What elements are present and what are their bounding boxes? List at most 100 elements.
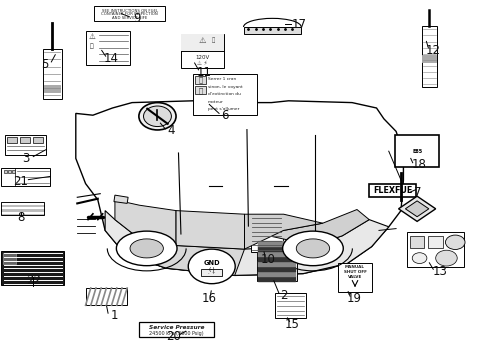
FancyBboxPatch shape	[368, 184, 415, 197]
FancyBboxPatch shape	[43, 49, 61, 99]
Text: ⚠: ⚠	[198, 36, 206, 45]
Text: SHUT OFF: SHUT OFF	[343, 270, 366, 274]
Circle shape	[188, 249, 235, 284]
Text: Serrer 1 cran: Serrer 1 cran	[207, 77, 236, 81]
Text: 2: 2	[279, 289, 287, 302]
Circle shape	[139, 103, 176, 130]
FancyBboxPatch shape	[256, 241, 296, 281]
Text: sinon, le voyant: sinon, le voyant	[207, 85, 242, 89]
Polygon shape	[405, 201, 428, 217]
FancyBboxPatch shape	[3, 253, 16, 264]
Text: 8: 8	[17, 211, 24, 224]
Text: 1: 1	[110, 309, 118, 322]
Text: ⚠: ⚠	[88, 32, 95, 41]
Text: peut s'allumer: peut s'allumer	[207, 107, 239, 112]
FancyBboxPatch shape	[44, 85, 60, 92]
Text: Service Pressure: Service Pressure	[148, 324, 204, 329]
Circle shape	[143, 106, 171, 127]
Ellipse shape	[130, 239, 163, 258]
FancyBboxPatch shape	[181, 34, 224, 51]
Text: 20: 20	[166, 330, 181, 343]
Text: 120V: 120V	[195, 55, 209, 60]
Text: 3: 3	[21, 152, 29, 165]
FancyBboxPatch shape	[20, 137, 30, 143]
FancyBboxPatch shape	[1, 251, 64, 285]
FancyBboxPatch shape	[338, 263, 371, 292]
FancyBboxPatch shape	[394, 135, 438, 167]
Polygon shape	[244, 210, 368, 246]
FancyBboxPatch shape	[7, 137, 17, 143]
Polygon shape	[105, 211, 388, 275]
FancyBboxPatch shape	[201, 269, 222, 276]
Text: 22: 22	[26, 274, 41, 287]
Text: GND: GND	[203, 260, 220, 266]
FancyBboxPatch shape	[33, 137, 42, 143]
Text: 12: 12	[425, 44, 439, 57]
Text: 10: 10	[260, 253, 275, 266]
Text: 19: 19	[346, 292, 361, 305]
Text: ⚠ ⚡: ⚠ ⚡	[197, 61, 207, 66]
FancyBboxPatch shape	[195, 86, 205, 94]
FancyBboxPatch shape	[4, 170, 7, 173]
FancyBboxPatch shape	[181, 34, 224, 68]
Text: E85: E85	[411, 149, 421, 154]
FancyBboxPatch shape	[94, 6, 165, 21]
FancyBboxPatch shape	[8, 170, 11, 173]
FancyBboxPatch shape	[275, 293, 305, 318]
FancyBboxPatch shape	[195, 76, 205, 84]
Text: d'extinction du: d'extinction du	[207, 92, 240, 96]
FancyBboxPatch shape	[1, 168, 50, 186]
Text: 🔒: 🔒	[90, 43, 94, 49]
FancyBboxPatch shape	[85, 288, 127, 305]
FancyBboxPatch shape	[85, 31, 129, 65]
Polygon shape	[124, 237, 244, 275]
Circle shape	[445, 235, 464, 249]
Polygon shape	[114, 195, 128, 203]
FancyBboxPatch shape	[1, 202, 44, 215]
Text: 9: 9	[133, 12, 141, 24]
Polygon shape	[244, 214, 322, 249]
Text: 5: 5	[41, 58, 49, 71]
Text: CONTAINER FOR INSPECTION: CONTAINER FOR INSPECTION	[101, 12, 158, 17]
FancyBboxPatch shape	[427, 236, 442, 248]
FancyBboxPatch shape	[422, 55, 435, 62]
Circle shape	[435, 250, 456, 266]
FancyBboxPatch shape	[421, 26, 436, 87]
Text: MANUAL: MANUAL	[345, 265, 364, 269]
Text: 14: 14	[104, 52, 119, 65]
Text: SEE INSTRUCTIONS ON FUEL: SEE INSTRUCTIONS ON FUEL	[102, 9, 158, 13]
Text: 24500 kPa (3600 Psig): 24500 kPa (3600 Psig)	[149, 330, 203, 336]
Circle shape	[411, 253, 426, 264]
Polygon shape	[398, 196, 435, 221]
Ellipse shape	[282, 231, 343, 266]
FancyBboxPatch shape	[250, 216, 282, 252]
FancyBboxPatch shape	[5, 135, 46, 155]
Text: -  +: - +	[207, 271, 215, 275]
Polygon shape	[115, 200, 176, 246]
Polygon shape	[76, 101, 403, 275]
Text: FLEXFUE: FLEXFUE	[372, 186, 411, 195]
Polygon shape	[176, 211, 244, 249]
Text: moteur: moteur	[207, 100, 223, 104]
Text: 4: 4	[167, 124, 175, 137]
Ellipse shape	[116, 231, 177, 266]
Text: 🖐: 🖐	[211, 37, 214, 43]
Text: 21: 21	[13, 175, 28, 188]
FancyBboxPatch shape	[243, 27, 301, 34]
Text: (-): (-)	[208, 267, 215, 273]
Text: 6: 6	[221, 109, 228, 122]
Text: 🔧: 🔧	[198, 87, 202, 94]
FancyBboxPatch shape	[193, 74, 256, 115]
Text: ⛽: ⛽	[198, 76, 202, 83]
Text: 17: 17	[291, 18, 306, 31]
FancyBboxPatch shape	[407, 232, 463, 267]
Text: AND SERVICE LIFE: AND SERVICE LIFE	[112, 16, 147, 20]
Text: 11: 11	[197, 66, 211, 78]
Text: 13: 13	[432, 265, 447, 278]
Text: 7: 7	[413, 186, 421, 199]
FancyBboxPatch shape	[139, 322, 213, 337]
Text: 18: 18	[411, 158, 426, 171]
Text: 15: 15	[285, 318, 299, 330]
Text: 16: 16	[202, 292, 216, 305]
FancyBboxPatch shape	[409, 236, 424, 248]
